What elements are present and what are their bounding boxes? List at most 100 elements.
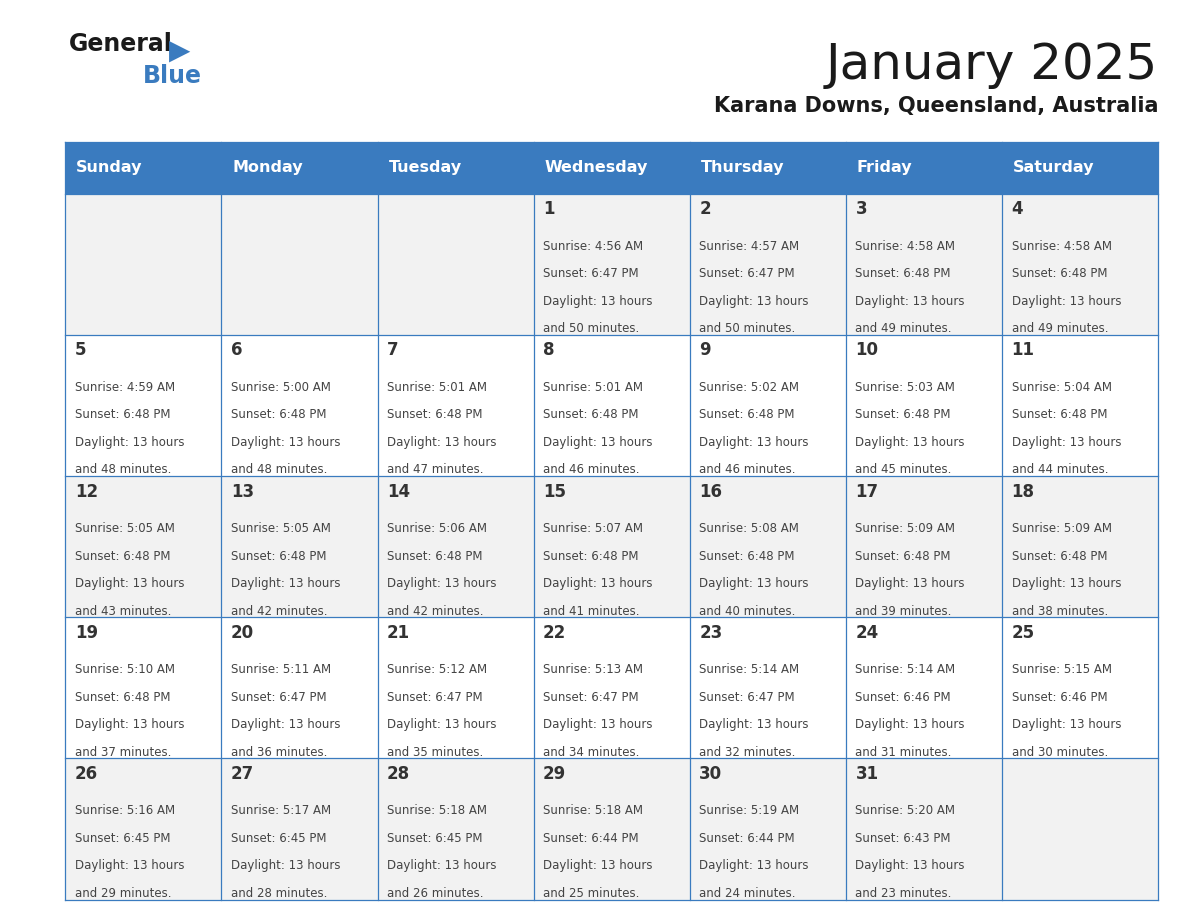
Text: Sunset: 6:47 PM: Sunset: 6:47 PM [230,690,327,704]
Text: Sunset: 6:48 PM: Sunset: 6:48 PM [855,550,950,563]
Text: Sunset: 6:44 PM: Sunset: 6:44 PM [700,832,795,845]
Text: Daylight: 13 hours: Daylight: 13 hours [855,718,965,732]
Text: Sunday: Sunday [76,161,143,175]
Bar [378,194,533,335]
Text: Daylight: 13 hours: Daylight: 13 hours [855,577,965,590]
Bar [690,335,846,476]
Text: Sunrise: 5:15 AM: Sunrise: 5:15 AM [1011,663,1112,677]
Bar [1003,476,1158,617]
Text: Daylight: 13 hours: Daylight: 13 hours [855,859,965,872]
Text: Sunset: 6:48 PM: Sunset: 6:48 PM [230,409,327,421]
Text: Sunrise: 5:16 AM: Sunrise: 5:16 AM [75,804,175,817]
Bar [65,335,221,476]
Bar [846,758,1003,900]
Text: Daylight: 13 hours: Daylight: 13 hours [1011,295,1121,308]
Text: 2: 2 [700,200,710,218]
Bar [1003,194,1158,335]
Text: Daylight: 13 hours: Daylight: 13 hours [387,859,497,872]
Text: and 42 minutes.: and 42 minutes. [230,605,328,618]
Text: Sunset: 6:46 PM: Sunset: 6:46 PM [855,690,952,704]
Text: and 36 minutes.: and 36 minutes. [230,745,327,759]
Text: Sunrise: 5:04 AM: Sunrise: 5:04 AM [1011,381,1112,394]
Text: Sunset: 6:47 PM: Sunset: 6:47 PM [543,267,639,280]
Bar [533,335,690,476]
Text: and 45 minutes.: and 45 minutes. [855,464,952,476]
Text: Daylight: 13 hours: Daylight: 13 hours [230,436,340,449]
Bar [378,142,533,194]
Text: and 50 minutes.: and 50 minutes. [543,322,639,335]
Text: and 50 minutes.: and 50 minutes. [700,322,796,335]
Bar [378,335,533,476]
Text: Daylight: 13 hours: Daylight: 13 hours [230,859,340,872]
Text: Sunset: 6:47 PM: Sunset: 6:47 PM [543,690,639,704]
Text: Sunset: 6:48 PM: Sunset: 6:48 PM [230,550,327,563]
Text: Sunset: 6:48 PM: Sunset: 6:48 PM [700,409,795,421]
Text: Daylight: 13 hours: Daylight: 13 hours [75,436,184,449]
Text: Daylight: 13 hours: Daylight: 13 hours [700,436,809,449]
Text: and 49 minutes.: and 49 minutes. [1011,322,1108,335]
Text: Sunrise: 5:09 AM: Sunrise: 5:09 AM [1011,522,1112,535]
Text: Sunrise: 5:10 AM: Sunrise: 5:10 AM [75,663,175,677]
Bar [65,142,221,194]
Bar [221,476,378,617]
Bar [846,617,1003,758]
Text: Sunset: 6:48 PM: Sunset: 6:48 PM [543,550,639,563]
Text: and 44 minutes.: and 44 minutes. [1011,464,1108,476]
Text: Thursday: Thursday [701,161,784,175]
Bar [65,758,221,900]
Text: 18: 18 [1011,483,1035,500]
Text: 24: 24 [855,623,879,642]
Text: Daylight: 13 hours: Daylight: 13 hours [1011,436,1121,449]
Text: 15: 15 [543,483,567,500]
Text: Sunrise: 5:05 AM: Sunrise: 5:05 AM [230,522,330,535]
Text: Saturday: Saturday [1013,161,1094,175]
Text: Daylight: 13 hours: Daylight: 13 hours [387,436,497,449]
Text: Sunset: 6:48 PM: Sunset: 6:48 PM [75,409,170,421]
Bar [1003,142,1158,194]
Text: and 46 minutes.: and 46 minutes. [543,464,639,476]
Bar [533,194,690,335]
Text: Sunset: 6:48 PM: Sunset: 6:48 PM [75,550,170,563]
Bar [690,476,846,617]
Text: Daylight: 13 hours: Daylight: 13 hours [700,577,809,590]
Text: Sunset: 6:48 PM: Sunset: 6:48 PM [855,409,950,421]
Text: 16: 16 [700,483,722,500]
Text: and 34 minutes.: and 34 minutes. [543,745,639,759]
Bar [221,194,378,335]
Text: Sunset: 6:47 PM: Sunset: 6:47 PM [700,690,795,704]
Text: and 38 minutes.: and 38 minutes. [1011,605,1107,618]
Bar [533,758,690,900]
Text: Sunset: 6:48 PM: Sunset: 6:48 PM [700,550,795,563]
Text: and 29 minutes.: and 29 minutes. [75,887,171,900]
Bar [846,335,1003,476]
Bar [221,758,378,900]
Text: and 24 minutes.: and 24 minutes. [700,887,796,900]
Text: and 40 minutes.: and 40 minutes. [700,605,796,618]
Text: 19: 19 [75,623,97,642]
Text: 9: 9 [700,341,710,359]
Text: Sunrise: 5:13 AM: Sunrise: 5:13 AM [543,663,643,677]
Text: Monday: Monday [233,161,303,175]
Text: Sunrise: 5:09 AM: Sunrise: 5:09 AM [855,522,955,535]
Text: and 41 minutes.: and 41 minutes. [543,605,639,618]
Text: Daylight: 13 hours: Daylight: 13 hours [387,718,497,732]
Text: Daylight: 13 hours: Daylight: 13 hours [1011,577,1121,590]
Text: and 42 minutes.: and 42 minutes. [387,605,484,618]
Text: 27: 27 [230,765,254,783]
Bar [221,617,378,758]
Text: 29: 29 [543,765,567,783]
Text: 8: 8 [543,341,555,359]
Text: 22: 22 [543,623,567,642]
Bar [533,142,690,194]
Text: and 49 minutes.: and 49 minutes. [855,322,952,335]
Text: Sunrise: 4:57 AM: Sunrise: 4:57 AM [700,240,800,252]
Bar [690,617,846,758]
Text: Sunrise: 5:19 AM: Sunrise: 5:19 AM [700,804,800,817]
Text: and 31 minutes.: and 31 minutes. [855,745,952,759]
Text: and 47 minutes.: and 47 minutes. [387,464,484,476]
Bar [846,194,1003,335]
Text: 20: 20 [230,623,254,642]
Text: Sunset: 6:48 PM: Sunset: 6:48 PM [387,550,482,563]
Text: Sunrise: 5:18 AM: Sunrise: 5:18 AM [543,804,643,817]
Text: Sunrise: 5:08 AM: Sunrise: 5:08 AM [700,522,800,535]
